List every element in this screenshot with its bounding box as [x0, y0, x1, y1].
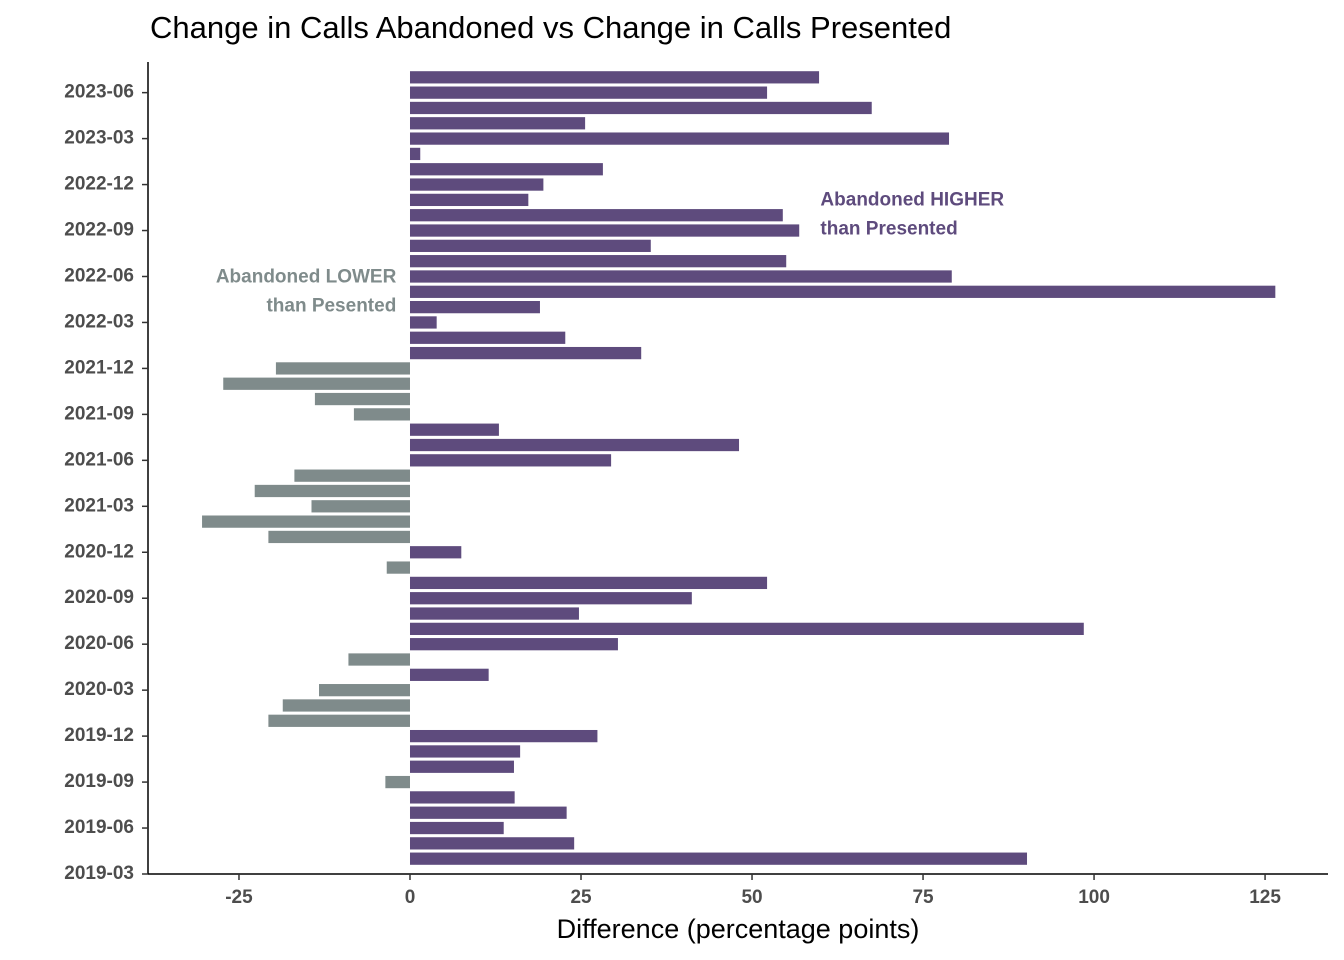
y-tick-label: 2021-12	[64, 357, 134, 378]
bar	[409, 101, 872, 115]
bar	[311, 500, 410, 513]
bar	[223, 377, 410, 390]
y-tick-label: 2022-09	[64, 220, 134, 241]
bar	[409, 117, 586, 130]
annotation: than Pesented	[266, 295, 396, 316]
annotation: than Presented	[820, 219, 957, 240]
bar	[409, 837, 575, 850]
bar	[268, 714, 410, 727]
bar	[409, 193, 529, 207]
bar	[409, 147, 421, 161]
bar	[409, 270, 952, 283]
x-tick-label: 0	[405, 887, 416, 908]
bar	[409, 71, 820, 84]
y-tick-label: 2019-12	[64, 725, 134, 746]
annotation: Abandoned LOWER	[216, 266, 397, 287]
y-tick-label: 2020-03	[64, 679, 134, 700]
y-tick-label: 2023-03	[64, 128, 134, 149]
x-tick-label: 125	[1249, 887, 1281, 908]
bar	[409, 209, 783, 222]
bar	[314, 392, 410, 406]
y-tick-label: 2020-12	[64, 541, 134, 562]
x-tick-label: 100	[1078, 887, 1110, 908]
bar	[409, 86, 768, 99]
bar	[409, 239, 651, 252]
y-tick-label: 2019-03	[64, 863, 134, 884]
y-tick-label: 2020-09	[64, 587, 134, 608]
bar	[409, 622, 1084, 635]
bar	[409, 285, 1276, 298]
bar	[409, 438, 740, 452]
bar	[202, 515, 410, 528]
bar	[409, 224, 800, 237]
bar	[268, 530, 410, 544]
y-tick-label: 2021-06	[64, 449, 134, 470]
bar	[319, 684, 410, 697]
x-tick-label: -25	[225, 887, 253, 908]
y-tick-label: 2022-06	[64, 266, 134, 287]
bar	[409, 821, 504, 835]
bar	[409, 132, 950, 145]
y-tick-label: 2022-03	[64, 311, 134, 332]
x-axis-label: Difference (percentage points)	[557, 914, 920, 944]
y-tick-label: 2021-03	[64, 495, 134, 516]
bar	[409, 745, 521, 758]
bar	[409, 852, 1028, 865]
bar	[294, 469, 410, 482]
bar	[275, 362, 410, 375]
y-tick-label: 2023-06	[64, 82, 134, 103]
bar	[385, 775, 410, 789]
bar	[409, 806, 567, 819]
bar	[409, 423, 499, 436]
bar	[282, 699, 410, 712]
chart-title: Change in Calls Abandoned vs Change in C…	[150, 10, 951, 45]
bar	[409, 301, 540, 314]
bar	[409, 760, 514, 773]
bar	[409, 638, 618, 651]
bar	[409, 607, 579, 620]
bar	[409, 546, 462, 559]
bar	[409, 163, 603, 176]
bar	[409, 791, 515, 804]
bar	[409, 592, 692, 605]
annotation: Abandoned HIGHER	[820, 190, 1004, 211]
bar	[409, 729, 598, 743]
bar	[409, 454, 612, 467]
x-tick-label: 50	[741, 887, 762, 908]
bar	[348, 653, 410, 666]
y-tick-label: 2022-12	[64, 174, 134, 195]
bar	[386, 561, 410, 574]
bar	[409, 178, 544, 191]
bar	[409, 668, 489, 681]
bar	[409, 346, 642, 360]
bar	[409, 316, 437, 329]
y-tick-label: 2020-06	[64, 633, 134, 654]
y-tick-label: 2021-09	[64, 403, 134, 424]
x-tick-label: 75	[912, 887, 934, 908]
y-tick-label: 2019-06	[64, 817, 134, 838]
bar	[353, 408, 410, 421]
bar	[409, 331, 566, 344]
bar	[409, 576, 768, 590]
x-tick-label: 25	[570, 887, 592, 908]
bar	[409, 255, 787, 268]
y-tick-label: 2019-09	[64, 771, 134, 792]
bar	[254, 484, 410, 498]
